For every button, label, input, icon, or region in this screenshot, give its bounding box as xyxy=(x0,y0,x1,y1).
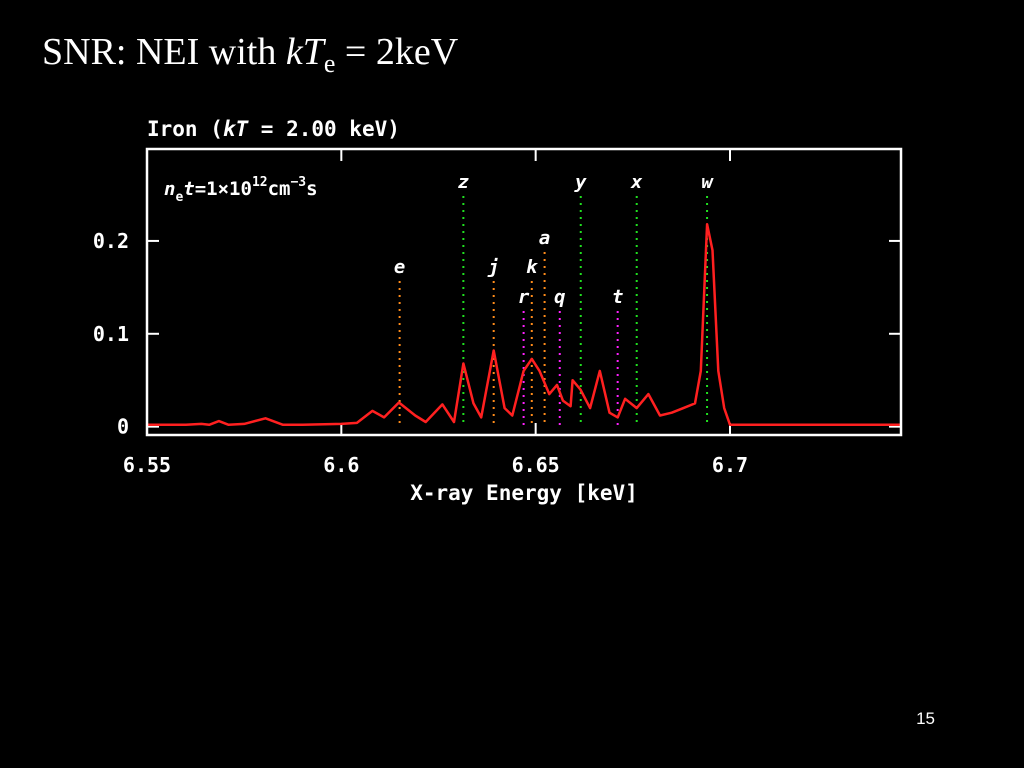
annotation-text: n xyxy=(164,178,175,200)
annotation-text: t xyxy=(183,178,194,200)
annotation-text: =1×10 xyxy=(195,178,252,200)
chart-title-text: kT xyxy=(223,117,250,141)
emission-line-label: q xyxy=(554,286,565,308)
emission-line-label: k xyxy=(526,256,539,278)
emission-line-label: a xyxy=(539,227,550,249)
title-text: = 2keV xyxy=(335,31,458,73)
emission-line-label: x xyxy=(630,171,643,193)
title-text: SNR: NEI with xyxy=(42,31,286,73)
emission-line-label: j xyxy=(487,256,499,278)
title-text: kT xyxy=(286,31,327,73)
title-subscript: e xyxy=(324,49,336,78)
x-axis-label: X-ray Energy [keV] xyxy=(410,481,638,505)
emission-line-label: r xyxy=(518,286,530,308)
chart-title-text: = 2.00 keV) xyxy=(248,117,400,141)
chart-title-text: Iron ( xyxy=(147,117,223,141)
annotation-text: s xyxy=(306,178,317,200)
x-tick-label: 6.6 xyxy=(323,453,359,477)
y-tick-label: 0.1 xyxy=(93,322,129,346)
annotation: net=1×1012cm−3s xyxy=(164,175,318,205)
annotation-superscript: 12 xyxy=(252,175,268,190)
x-tick-label: 6.7 xyxy=(712,453,748,477)
spectrum-line xyxy=(147,222,901,427)
x-tick-label: 6.55 xyxy=(123,453,171,477)
annotation-superscript: −3 xyxy=(290,175,306,190)
emission-line-label: y xyxy=(574,171,587,193)
annotation-subscript: e xyxy=(175,190,183,205)
page-number: 15 xyxy=(916,709,935,728)
chart-title: Iron (kT = 2.00 keV) xyxy=(147,117,400,141)
annotation-text: cm xyxy=(268,178,291,200)
x-tick-label: 6.65 xyxy=(512,453,560,477)
y-tick-label: 0.2 xyxy=(93,229,129,253)
emission-line-label: t xyxy=(612,286,623,308)
emission-line-label: z xyxy=(458,171,470,193)
slide-title: SNR: NEI with kTe = 2keV xyxy=(42,31,459,78)
emission-line-label: w xyxy=(701,171,714,193)
y-tick-label: 0 xyxy=(117,415,129,439)
emission-line-label: e xyxy=(394,256,405,278)
plot-frame xyxy=(145,147,903,437)
